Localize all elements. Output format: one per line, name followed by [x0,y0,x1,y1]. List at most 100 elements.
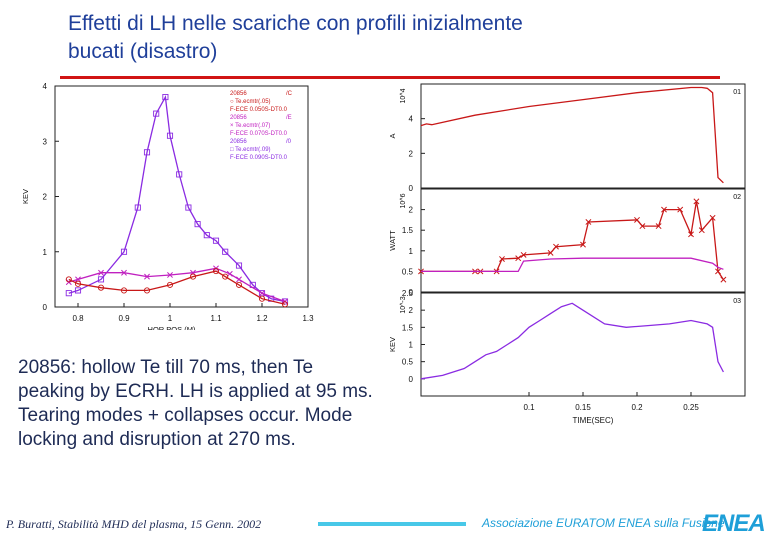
data-point [97,284,105,291]
scale-label: 10^4 [400,88,407,103]
data-point [167,272,173,278]
legend-tag: /0 [286,139,292,145]
data-point [134,204,141,211]
data-point [98,269,104,276]
data-point [74,287,82,294]
data-point [143,287,151,294]
data-point [212,237,220,244]
y-tick-label: 0 [409,184,414,193]
legend-marker-label: ○ Te.ecmtr(.05) [230,99,271,105]
y-tick-label: 0 [409,375,414,384]
data-point [166,132,174,139]
series-line-0 [68,95,286,303]
footer-association: Associazione EURATOM ENEA sulla Fusione [482,516,725,530]
data-point [547,249,554,256]
y-tick-label: 0.5 [402,358,414,367]
data-point [235,262,243,269]
legend-line-label: F-ECE 0.050S-DT0.0 [230,107,288,113]
data-point [655,223,662,230]
data-point [634,216,640,223]
y-tick-label: 1 [409,247,414,256]
data-point [222,273,229,280]
data-point [222,248,229,255]
data-point [143,149,151,156]
y-axis-label: KEV [21,189,30,204]
x-tick-label: 0.8 [72,314,84,323]
x-tick-label: 0.1 [523,403,535,412]
legend-entry: 20856/0 □ Te.ecmtr(.09) F-ECE 0.090S-DT0.0 [230,139,292,161]
x-axis-label: HOR.POS.(M) [148,325,196,330]
data-point [693,198,700,205]
series-line-1 [421,257,724,273]
data-point [97,276,105,283]
data-point [212,268,220,275]
data-point [166,281,174,288]
scale-label: 10^-3 [400,296,407,313]
x-tick-label: 0.25 [683,403,699,412]
data-point [709,214,716,221]
y-tick-label: 1 [409,341,414,350]
legend-line-label: F-ECE 0.090S-DT0.0 [230,155,288,161]
slide-title: Effetti di LH nelle scariche con profili… [68,10,748,66]
data-point [194,221,201,228]
y-tick-label: 2 [409,149,414,158]
data-point [185,204,192,211]
data-point [74,280,82,287]
data-point [120,248,128,255]
data-point [258,295,266,302]
y-axis-label: A [388,133,397,138]
data-point [162,93,169,101]
series-line-0 [420,302,724,380]
series-line-1 [68,267,286,303]
data-point [203,232,210,239]
panel-number: 02 [733,194,741,201]
data-point [176,171,183,178]
y-tick-label: 2 [409,306,414,315]
data-point [259,290,265,297]
data-point [639,223,646,230]
legend-tag: /E [286,115,292,121]
legend-tag: /C [286,91,293,97]
data-point [499,256,505,262]
y-axis-label: WATT [388,230,397,251]
legend-shot: 20856 [230,139,247,145]
data-point [688,231,694,238]
y-tick-label: 2 [43,193,48,202]
x-tick-label: 0.15 [575,403,591,412]
series-line-2 [68,270,286,305]
data-point [661,206,667,213]
data-point [698,227,705,234]
data-point [281,301,289,308]
y-tick-label: 4 [409,115,414,124]
y-tick-label: 3 [43,137,48,146]
data-point [120,287,128,294]
data-point [65,290,72,297]
trace-panel-02: 02 0 0.5 1 1.5 210^6 WATT [388,188,746,297]
y-tick-label: 0 [409,288,414,297]
series-line-0 [420,86,724,184]
y-tick-label: 2 [409,206,414,215]
data-point [235,281,243,288]
data-point [75,276,81,283]
time-traces-chart: 0102410^4A0200.511.5210^6WATT0300.511.52… [388,83,746,425]
data-point [580,241,586,248]
legend-line-label: F-ECE 0.070S-DT0.0 [230,131,288,137]
x-tick-label: 1.3 [302,314,314,323]
data-point [121,269,127,276]
legend-marker-label: × Te.ecmtr(.07) [230,123,270,129]
y-tick-label: 4 [43,82,48,91]
legend-marker-label: □ Te.ecmtr(.09) [230,147,271,153]
title-underline [60,76,720,79]
x-tick-label: 0.2 [631,403,643,412]
legend-shot: 20856 [230,115,247,121]
data-point [677,206,684,213]
data-point [236,276,242,283]
y-tick-label: 1.5 [402,323,414,332]
enea-logo: ENEA [702,510,766,537]
x-tick-label: 0.9 [118,314,130,323]
trace-panel-01: 01 0 2 4 10^4 A [388,83,746,193]
y-tick-label: 0 [43,303,48,312]
footer-credit: P. Buratti, Stabilità MHD del plasma, 15… [6,517,262,531]
description-text: 20856: hollow Te till 70 ms, then Te pea… [18,352,378,456]
y-axis-label: KEV [388,337,397,352]
